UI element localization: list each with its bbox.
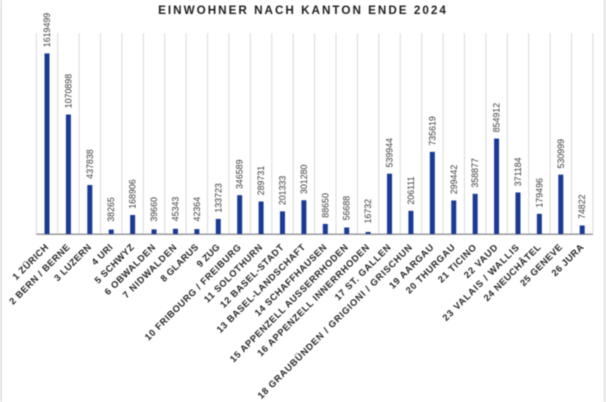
svg-text:437838: 437838 [85,149,95,179]
svg-text:201333: 201333 [277,176,287,206]
svg-text:358877: 358877 [470,158,480,188]
svg-text:289731: 289731 [256,166,266,196]
svg-text:299442: 299442 [449,165,459,195]
svg-text:346589: 346589 [235,159,245,189]
svg-text:133723: 133723 [213,183,223,213]
svg-text:168906: 168906 [128,179,138,209]
svg-text:45343: 45343 [170,197,180,222]
svg-text:854912: 854912 [492,103,502,133]
svg-text:1619499: 1619499 [42,13,52,48]
svg-text:206111: 206111 [406,176,416,204]
svg-text:301280: 301280 [299,164,309,194]
svg-text:735619: 735619 [427,116,437,146]
svg-text:42364: 42364 [192,197,202,222]
svg-text:56688: 56688 [342,196,352,221]
svg-text:74822: 74822 [577,194,587,219]
svg-text:539944: 539944 [385,138,395,168]
svg-text:1070898: 1070898 [63,74,73,109]
svg-text:38265: 38265 [106,197,116,222]
svg-text:179496: 179496 [534,178,544,208]
svg-text:16732: 16732 [363,199,373,224]
svg-text:371184: 371184 [513,157,523,186]
svg-text:39660: 39660 [149,197,159,222]
svg-text:88650: 88650 [320,193,330,218]
svg-text:530999: 530999 [556,139,566,169]
